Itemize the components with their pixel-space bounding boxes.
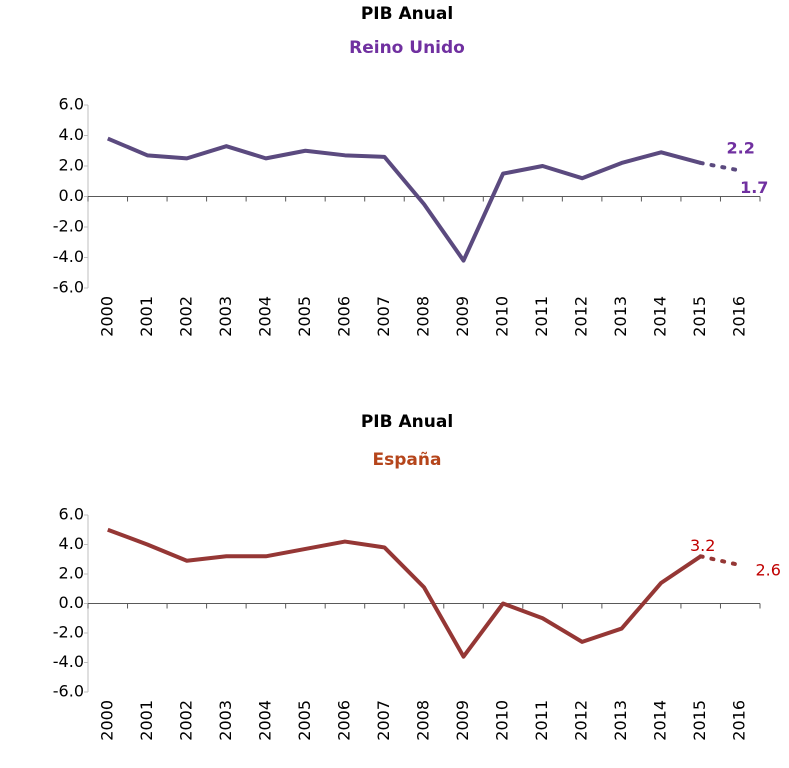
x-tick-label: 2001: [137, 296, 156, 337]
x-tick-label: 2006: [334, 296, 353, 337]
x-tick-label: 2000: [97, 700, 116, 741]
y-tick-label: -6.0: [53, 278, 84, 297]
chart-title: PIB Anual: [361, 412, 453, 432]
x-tick-label: 2010: [493, 296, 512, 337]
y-tick-label: 2.0: [59, 156, 84, 175]
y-tick-label: 0.0: [59, 186, 84, 205]
x-tick-label: 2002: [176, 700, 195, 741]
x-tick-label: 2008: [414, 296, 433, 337]
x-tick-label: 2004: [255, 296, 274, 337]
x-tick-label: 2012: [572, 296, 591, 337]
chart-subtitle: Reino Unido: [349, 38, 465, 58]
x-tick-label: 2014: [651, 700, 670, 741]
x-tick-label: 2015: [690, 700, 709, 741]
x-tick-label: 2010: [493, 700, 512, 741]
x-tick-label: 2013: [611, 296, 630, 337]
data-label: 1.7: [740, 178, 768, 197]
x-tick-label: 2016: [730, 700, 749, 741]
data-label: 3.2: [690, 536, 715, 555]
x-tick-label: 2008: [414, 700, 433, 741]
chart-title: PIB Anual: [361, 4, 453, 24]
x-tick-label: 2009: [453, 296, 472, 337]
y-tick-label: -2.0: [53, 217, 84, 236]
x-tick-label: 2013: [611, 700, 630, 741]
line: [107, 527, 702, 659]
x-tick-label: 2011: [532, 296, 551, 337]
x-tick-label: 2001: [137, 700, 156, 741]
x-tick-label: 2007: [374, 700, 393, 741]
x-tick-label: 2005: [295, 700, 314, 741]
x-tick-label: 2016: [730, 296, 749, 337]
forecast-line: [698, 554, 743, 568]
y-tick-label: -4.0: [53, 652, 84, 671]
x-tick-label: 2012: [572, 700, 591, 741]
x-tick-label: 2011: [532, 700, 551, 741]
y-tick-label: -6.0: [53, 682, 84, 701]
y-tick-label: 2.0: [59, 564, 84, 583]
x-tick-label: 2007: [374, 296, 393, 337]
forecast-line: [698, 160, 743, 173]
x-tick-label: 2014: [651, 296, 670, 337]
y-tick-label: 4.0: [59, 125, 84, 144]
x-tick-label: 2000: [97, 296, 116, 337]
chart-subtitle: España: [373, 450, 442, 470]
x-tick-label: 2006: [334, 700, 353, 741]
x-tick-label: 2003: [216, 700, 235, 741]
x-tick-label: 2002: [176, 296, 195, 337]
y-tick-label: 6.0: [59, 95, 84, 114]
y-tick-label: -4.0: [53, 247, 84, 266]
x-tick-label: 2009: [453, 700, 472, 741]
y-tick-label: 4.0: [59, 534, 84, 553]
x-tick-label: 2005: [295, 296, 314, 337]
y-tick-label: 0.0: [59, 593, 84, 612]
data-label: 2.2: [727, 138, 755, 157]
data-label: 2.6: [756, 561, 781, 580]
y-tick-label: 6.0: [59, 505, 84, 524]
x-tick-label: 2004: [255, 700, 274, 741]
line: [106, 136, 702, 263]
x-tick-label: 2003: [216, 296, 235, 337]
x-tick-label: 2015: [690, 296, 709, 337]
y-tick-label: -2.0: [53, 623, 84, 642]
